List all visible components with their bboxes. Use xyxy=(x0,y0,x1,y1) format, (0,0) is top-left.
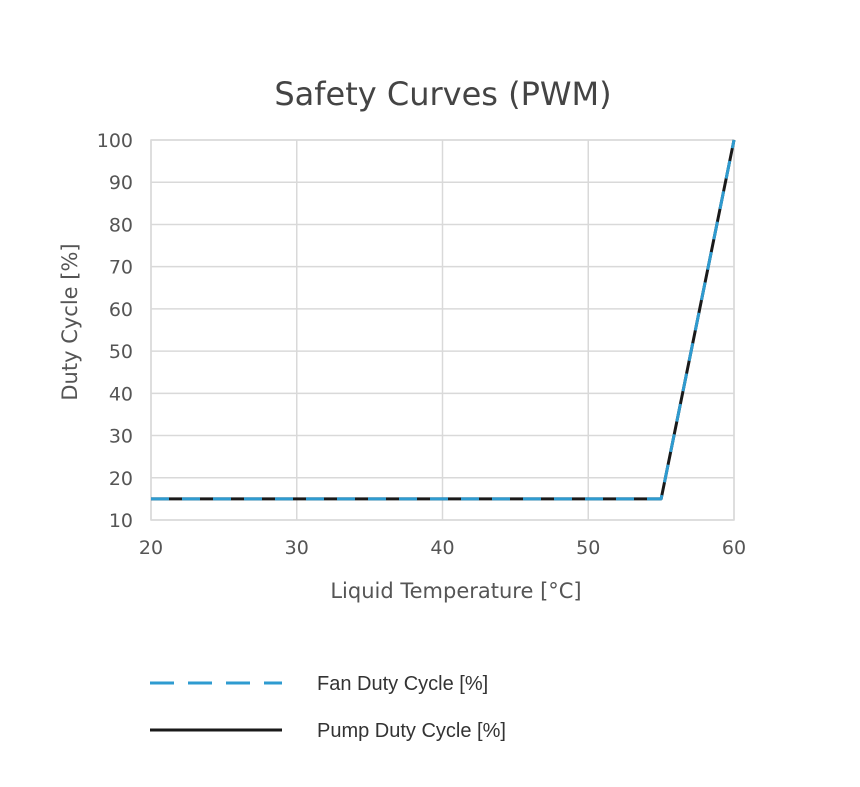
y-tick-label: 10 xyxy=(109,510,133,532)
y-tick-label: 50 xyxy=(109,341,133,363)
x-tick-label: 30 xyxy=(285,537,309,559)
y-axis-ticks: 10 20 30 40 50 60 70 80 90 100 xyxy=(97,130,133,532)
x-tick-label: 40 xyxy=(430,537,454,559)
y-tick-label: 80 xyxy=(109,214,133,236)
chart-title: Safety Curves (PWM) xyxy=(274,75,611,113)
y-tick-label: 30 xyxy=(109,426,133,448)
y-tick-label: 100 xyxy=(97,130,133,152)
y-tick-label: 40 xyxy=(109,383,133,405)
y-axis-label: Duty Cycle [%] xyxy=(58,243,82,400)
plot-frame xyxy=(150,139,735,521)
x-axis-label: Liquid Temperature [°C] xyxy=(330,579,581,603)
y-tick-label: 70 xyxy=(109,257,133,279)
legend: Fan Duty Cycle [%] Pump Duty Cycle [%] xyxy=(150,673,506,742)
x-tick-label: 20 xyxy=(139,537,163,559)
fan-duty-line xyxy=(151,139,736,501)
x-tick-label: 60 xyxy=(722,537,746,559)
x-axis-ticks: 20 30 40 50 60 xyxy=(139,537,746,559)
series xyxy=(151,139,736,501)
legend-label: Fan Duty Cycle [%] xyxy=(317,673,488,695)
y-tick-label: 20 xyxy=(109,468,133,490)
x-tick-label: 50 xyxy=(576,537,600,559)
y-tick-label: 90 xyxy=(109,172,133,194)
legend-label: Pump Duty Cycle [%] xyxy=(317,720,506,742)
grid xyxy=(150,139,735,521)
y-tick-label: 60 xyxy=(109,299,133,321)
